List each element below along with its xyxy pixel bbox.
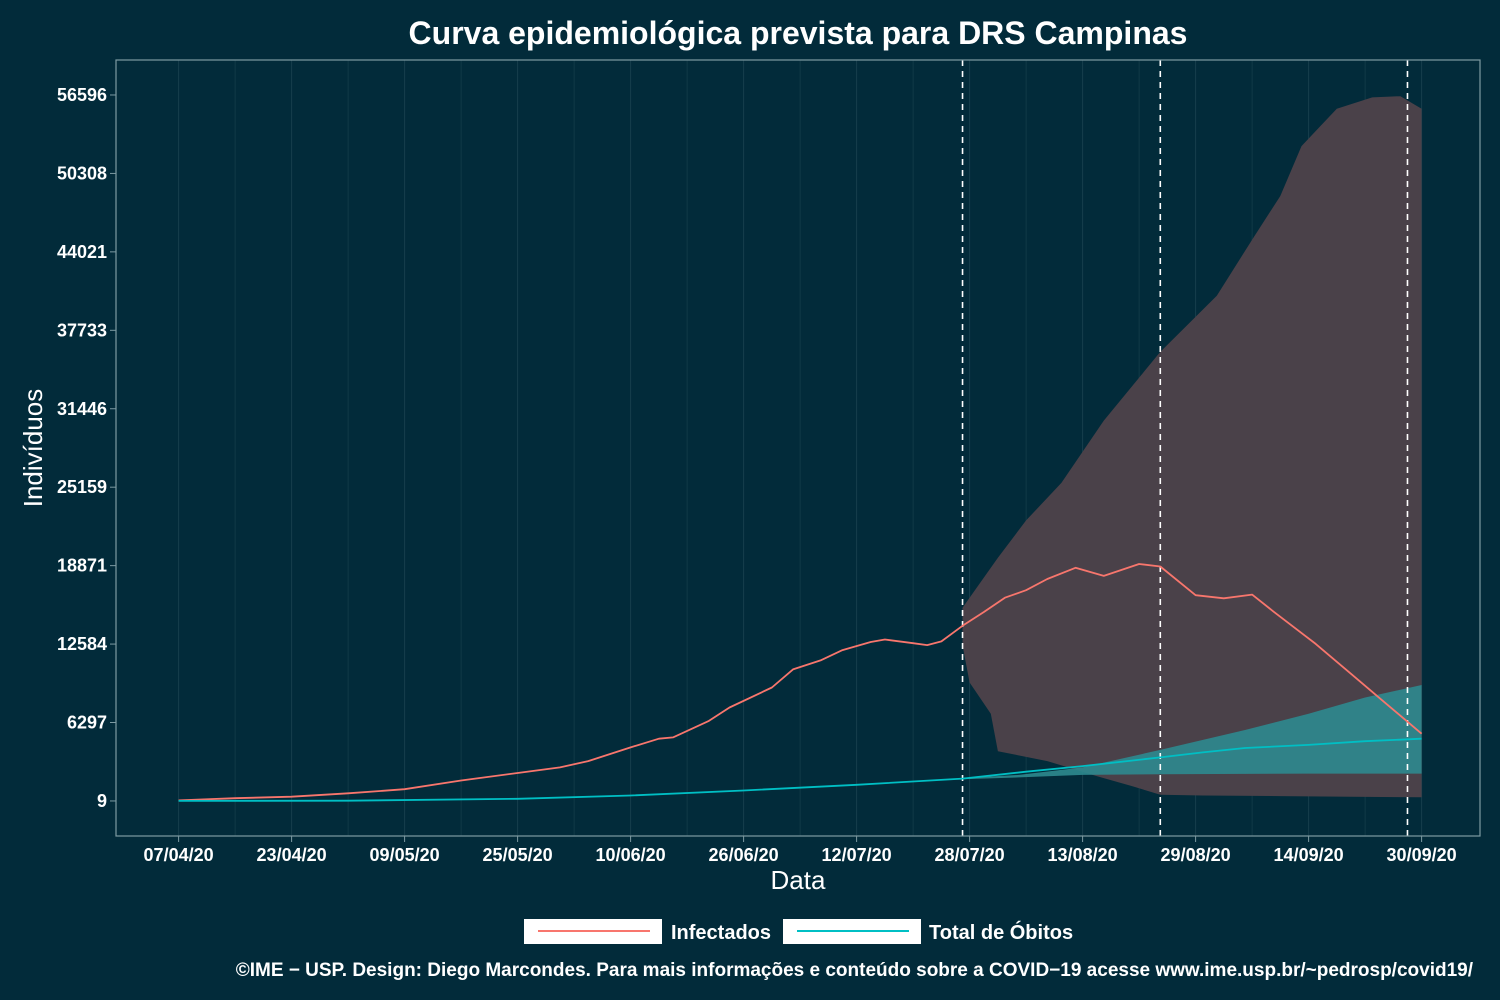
y-tick-label: 6297 xyxy=(67,713,107,733)
x-tick-label: 09/05/20 xyxy=(370,845,440,865)
infectados-line xyxy=(178,563,1423,802)
x-tick-label: 29/08/20 xyxy=(1161,845,1231,865)
y-tick-label: 9 xyxy=(97,791,107,811)
x-tick-label: 25/05/20 xyxy=(483,845,553,865)
x-tick-label: 30/09/20 xyxy=(1387,845,1457,865)
x-tick-label: 26/06/20 xyxy=(709,845,779,865)
series-lines xyxy=(178,563,1423,802)
y-axis-title: Indivíduos xyxy=(18,389,48,508)
y-tick-label: 12584 xyxy=(57,634,107,654)
y-tick-label: 50308 xyxy=(57,163,107,183)
y-axis: 9 6297 12584 18871 25159 31446 37733 44021 50308… xyxy=(57,85,116,811)
y-tick-label: 37733 xyxy=(57,320,107,340)
y-tick-label: 25159 xyxy=(57,477,107,497)
plot-frame xyxy=(115,59,1481,837)
legend-label-obitos: Total de Óbitos xyxy=(929,920,1073,944)
x-tick-label: 13/08/20 xyxy=(1048,845,1118,865)
forecast-markers xyxy=(961,60,1409,836)
obitos-confidence-band xyxy=(962,685,1422,780)
legend-label-infectados: Infectados xyxy=(671,922,771,944)
x-axis: 07/04/20 23/04/20 09/05/20 25/05/20 10/06/20… xyxy=(144,836,1457,865)
legend-item-infectados: Infectados xyxy=(524,919,771,944)
y-tick-label: 56596 xyxy=(57,85,107,105)
footer-credit: ©IME − USP. Design: Diego Marcondes. Par… xyxy=(236,960,1474,981)
legend-item-obitos: Total de Óbitos xyxy=(783,919,1073,944)
x-tick-label: 07/04/20 xyxy=(144,845,214,865)
chart-title: Curva epidemiológica prevista para DRS C… xyxy=(409,15,1188,51)
x-axis-title: Data xyxy=(771,865,826,895)
legend: Infectados Total de Óbitos xyxy=(524,919,1073,944)
y-tick-label: 44021 xyxy=(57,242,107,262)
x-tick-label: 12/07/20 xyxy=(822,845,892,865)
confidence-bands xyxy=(962,96,1422,798)
x-tick-label: 14/09/20 xyxy=(1274,845,1344,865)
infectados-confidence-band xyxy=(962,96,1422,798)
y-tick-label: 31446 xyxy=(57,399,107,419)
obitos-line xyxy=(178,737,1422,802)
x-tick-label: 28/07/20 xyxy=(935,845,1005,865)
y-tick-label: 18871 xyxy=(57,556,107,576)
x-tick-label: 23/04/20 xyxy=(257,845,327,865)
x-tick-label: 10/06/20 xyxy=(596,845,666,865)
